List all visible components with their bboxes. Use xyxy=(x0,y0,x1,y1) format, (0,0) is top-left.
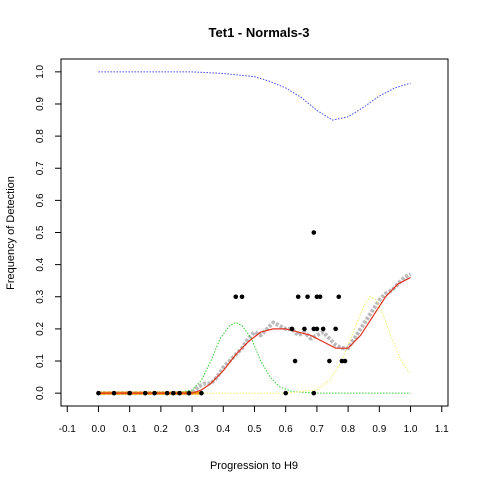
data-point xyxy=(333,326,338,332)
data-point xyxy=(111,390,117,396)
upper-blue-curve xyxy=(98,71,411,121)
data-point xyxy=(314,326,320,332)
data-point xyxy=(295,294,301,300)
data-point xyxy=(239,294,245,300)
y-tick-label: 0.7 xyxy=(35,161,46,175)
y-tick-label: 0.9 xyxy=(35,97,46,111)
data-point xyxy=(152,390,157,396)
data-point xyxy=(233,294,239,300)
data-point xyxy=(292,358,298,364)
data-point xyxy=(302,326,307,332)
x-tick-label: 0.3 xyxy=(185,424,199,435)
x-tick-label: 0.0 xyxy=(91,424,105,435)
plot-frame xyxy=(60,58,449,407)
x-tick-label: 0.5 xyxy=(248,424,262,435)
y-tick-label: 0.4 xyxy=(35,257,46,271)
y-tick-label: 0.3 xyxy=(35,289,46,303)
y-tick-label: 0.0 xyxy=(35,386,46,400)
data-point xyxy=(171,390,176,396)
data-point xyxy=(177,390,182,396)
data-point xyxy=(336,294,342,300)
data-point xyxy=(199,390,204,396)
data-point xyxy=(327,358,332,364)
data-point xyxy=(311,390,317,396)
y-axis-label: Frequency of Detection xyxy=(5,176,17,290)
x-tick-label: 0.4 xyxy=(216,424,230,435)
chart-title: Tet1 - Normals-3 xyxy=(209,25,310,40)
data-point xyxy=(317,294,323,300)
x-tick-label: -0.1 xyxy=(59,424,77,435)
y-axis: 0.0 0.1 0.2 0.3 0.4 0.5 0.6 0.7 0.8 0.9 1.0 xyxy=(35,64,61,400)
y-tick-label: 0.1 xyxy=(35,354,46,368)
x-tick-label: 0.6 xyxy=(279,424,293,435)
x-tick-label: 1.1 xyxy=(435,424,449,435)
data-point xyxy=(342,358,348,364)
data-point xyxy=(142,390,148,396)
data-point xyxy=(186,390,192,396)
plot-area xyxy=(96,71,412,396)
x-axis: -0.1 0.0 0.1 0.2 0.3 0.4 0.5 0.6 0.7 0.8 0.9 1.0 1.1 xyxy=(59,406,449,435)
y-tick-label: 0.6 xyxy=(35,193,46,207)
yellow-density-curve xyxy=(98,296,411,394)
x-axis-label: Progression to H9 xyxy=(210,460,298,472)
data-point xyxy=(127,390,132,396)
data-point xyxy=(311,230,317,235)
x-tick-label: 0.2 xyxy=(154,424,168,435)
y-tick-label: 0.5 xyxy=(35,225,46,239)
rolling-average-line xyxy=(98,272,412,396)
data-point xyxy=(164,390,170,396)
x-tick-label: 0.7 xyxy=(310,424,324,435)
x-tick-label: 0.9 xyxy=(372,424,386,435)
fitted-curve xyxy=(98,276,411,394)
y-tick-label: 0.2 xyxy=(35,322,46,336)
x-tick-label: 0.8 xyxy=(341,424,355,435)
data-point xyxy=(289,326,295,332)
data-point xyxy=(96,390,101,396)
data-point xyxy=(283,390,289,396)
y-tick-label: 0.8 xyxy=(35,129,46,143)
data-point xyxy=(320,326,326,332)
x-tick-label: 0.1 xyxy=(123,424,137,435)
green-density-curve xyxy=(98,321,411,394)
x-tick-label: 1.0 xyxy=(404,424,418,435)
y-tick-label: 1.0 xyxy=(35,64,46,78)
data-point xyxy=(305,294,310,300)
